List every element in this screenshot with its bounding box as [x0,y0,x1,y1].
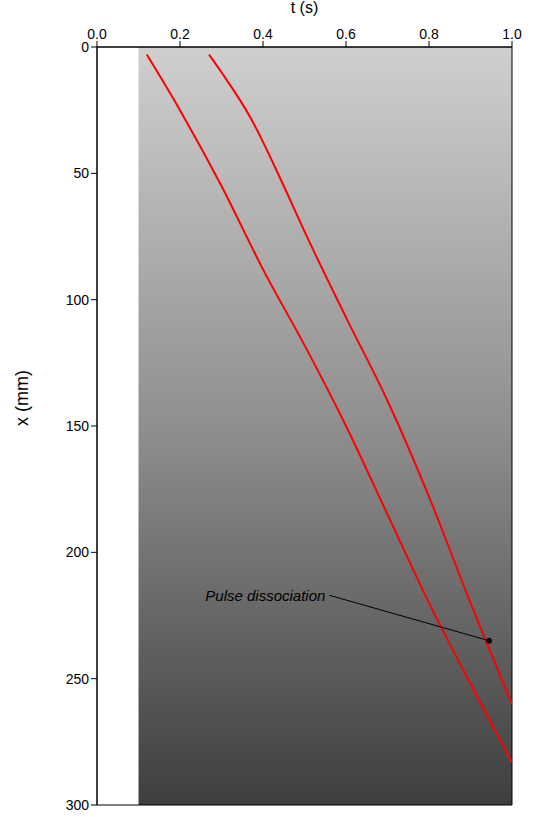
svg-text:0.8: 0.8 [419,26,439,42]
svg-text:1.0: 1.0 [502,26,522,42]
svg-text:50: 50 [73,165,89,181]
svg-text:300: 300 [66,797,90,813]
svg-text:0.6: 0.6 [336,26,356,42]
svg-text:Pulse dissociation: Pulse dissociation [205,587,325,604]
svg-text:x (mm): x (mm) [12,370,32,426]
svg-text:200: 200 [66,544,90,560]
svg-text:150: 150 [66,418,90,434]
svg-text:0.4: 0.4 [253,26,273,42]
svg-text:100: 100 [66,292,90,308]
svg-text:0: 0 [81,39,89,55]
svg-text:0.0: 0.0 [87,26,107,42]
svg-text:t (s): t (s) [291,0,319,16]
svg-text:0.2: 0.2 [170,26,190,42]
svg-text:250: 250 [66,671,90,687]
